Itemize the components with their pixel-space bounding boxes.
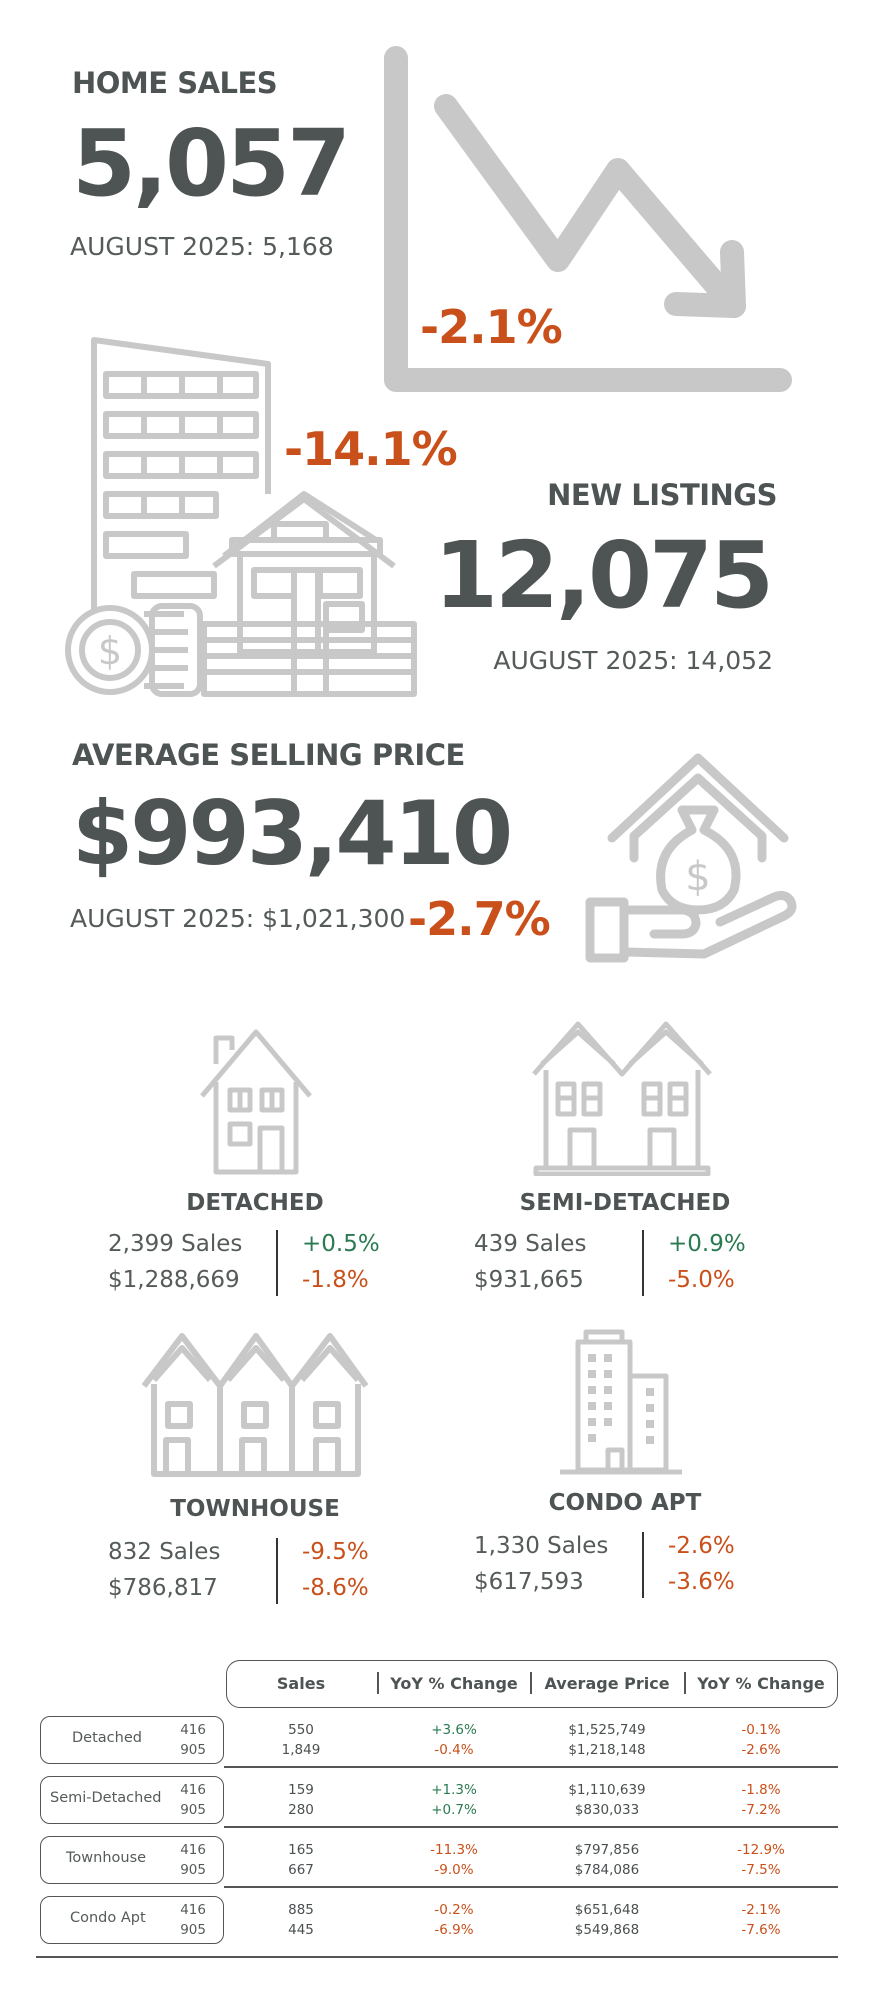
- table-row-price: $797,856 $784,086: [574, 1842, 640, 1878]
- detached-price-change: -1.8%: [302, 1267, 369, 1293]
- townhouse-icon: [140, 1328, 370, 1478]
- row-divider: [224, 1766, 838, 1768]
- svg-text:$: $: [685, 854, 710, 900]
- table-row-sales-change: +1.3% +0.7%: [431, 1782, 477, 1818]
- townhouse-sales: 832 Sales: [108, 1539, 221, 1565]
- type-name-townhouse: TOWNHOUSE: [170, 1496, 340, 1522]
- home-sales-label: HOME SALES: [72, 66, 278, 100]
- row-divider: [36, 1956, 838, 1958]
- house-hand-money-bag-icon: $: [584, 740, 812, 968]
- semi-detached-price: $931,665: [474, 1267, 584, 1293]
- type-name-condo-apt: CONDO APT: [548, 1490, 702, 1516]
- semi-detached-sales-change: +0.9%: [668, 1231, 746, 1257]
- home-sales-prior: AUGUST 2025: 5,168: [70, 232, 334, 261]
- divider: [642, 1230, 644, 1296]
- new-listings-change: -14.1%: [284, 422, 458, 476]
- type-name-semi-detached: SEMI-DETACHED: [519, 1190, 731, 1216]
- condo-apt-price-change: -3.6%: [668, 1569, 735, 1595]
- avg-price-prior: AUGUST 2025: $1,021,300: [70, 904, 406, 933]
- table-header-avg-price: Average Price: [544, 1674, 670, 1693]
- new-listings-value: 12,075: [433, 522, 774, 629]
- table-row-codes: 416 905: [180, 1722, 206, 1758]
- table-row-sales-change: -0.2% -6.9%: [434, 1902, 474, 1938]
- table-row-price: $1,525,749 $1,218,148: [568, 1722, 646, 1758]
- row-divider: [224, 1826, 838, 1828]
- table-row-price-change: -2.1% -7.6%: [741, 1902, 781, 1938]
- table-row-codes: 416 905: [180, 1902, 206, 1938]
- avg-price-change: -2.7%: [408, 892, 551, 946]
- new-listings-label: NEW LISTINGS: [547, 478, 777, 512]
- condo-apt-sales-change: -2.6%: [668, 1533, 735, 1559]
- detached-price: $1,288,669: [108, 1267, 240, 1293]
- home-sales-value: 5,057: [72, 110, 351, 217]
- table-header-price-yoy: YoY % Change: [697, 1674, 825, 1693]
- table-header-sales-yoy: YoY % Change: [390, 1674, 518, 1693]
- table-row-sales: 885 445: [288, 1902, 314, 1938]
- townhouse-price-change: -8.6%: [302, 1575, 369, 1601]
- table-header-sales: Sales: [276, 1674, 326, 1693]
- table-row-name: Townhouse: [66, 1850, 147, 1866]
- header-divider: [377, 1672, 379, 1694]
- svg-text:$: $: [98, 629, 122, 673]
- detached-sales: 2,399 Sales: [108, 1231, 243, 1257]
- table-row-sales-change: -11.3% -9.0%: [430, 1842, 478, 1878]
- buildings-house-coins-icon: $: [64, 334, 432, 704]
- detached-sales-change: +0.5%: [302, 1231, 380, 1257]
- table-row-price-change: -0.1% -2.6%: [741, 1722, 781, 1758]
- table-row-price: $1,110,639 $830,033: [568, 1782, 646, 1818]
- home-sales-change: -2.1%: [420, 300, 563, 354]
- table-row-price-change: -12.9% -7.5%: [737, 1842, 785, 1878]
- table-row-name: Detached: [72, 1730, 142, 1746]
- avg-price-label: AVERAGE SELLING PRICE: [72, 738, 465, 772]
- table-row-codes: 416 905: [180, 1782, 206, 1818]
- header-divider: [684, 1672, 686, 1694]
- semi-detached-price-change: -5.0%: [668, 1267, 735, 1293]
- table-row-label-box: [40, 1896, 224, 1944]
- table-row-price: $651,648 $549,868: [574, 1902, 640, 1938]
- table-row-sales: 550 1,849: [281, 1722, 321, 1758]
- townhouse-price: $786,817: [108, 1575, 218, 1601]
- table-row-name: Condo Apt: [70, 1910, 146, 1926]
- table-row-codes: 416 905: [180, 1842, 206, 1878]
- type-name-detached: DETACHED: [186, 1190, 324, 1216]
- table-row-sales: 165 667: [288, 1842, 314, 1878]
- table-header-box: [226, 1660, 838, 1708]
- townhouse-sales-change: -9.5%: [302, 1539, 369, 1565]
- avg-price-value: $993,410: [72, 782, 513, 885]
- divider: [276, 1230, 278, 1296]
- trend-down-arrow-icon: [382, 46, 794, 396]
- divider: [642, 1532, 644, 1598]
- semi-detached-house-icon: [530, 1018, 714, 1176]
- condo-apt-price: $617,593: [474, 1569, 584, 1595]
- header-divider: [530, 1672, 532, 1694]
- table-row-label-box: [40, 1836, 224, 1884]
- table-row-name: Semi-Detached: [50, 1790, 162, 1806]
- table-row-sales-change: +3.6% -0.4%: [431, 1722, 477, 1758]
- table-row-sales: 159 280: [288, 1782, 314, 1818]
- condo-tower-icon: [556, 1326, 686, 1476]
- new-listings-prior: AUGUST 2025: 14,052: [493, 646, 773, 675]
- divider: [276, 1538, 278, 1604]
- condo-apt-sales: 1,330 Sales: [474, 1533, 609, 1559]
- row-divider: [224, 1886, 838, 1888]
- detached-house-icon: [196, 1024, 316, 1176]
- semi-detached-sales: 439 Sales: [474, 1231, 587, 1257]
- table-row-label-box: [40, 1716, 224, 1764]
- table-row-label-box: [40, 1776, 224, 1824]
- table-row-price-change: -1.8% -7.2%: [741, 1782, 781, 1818]
